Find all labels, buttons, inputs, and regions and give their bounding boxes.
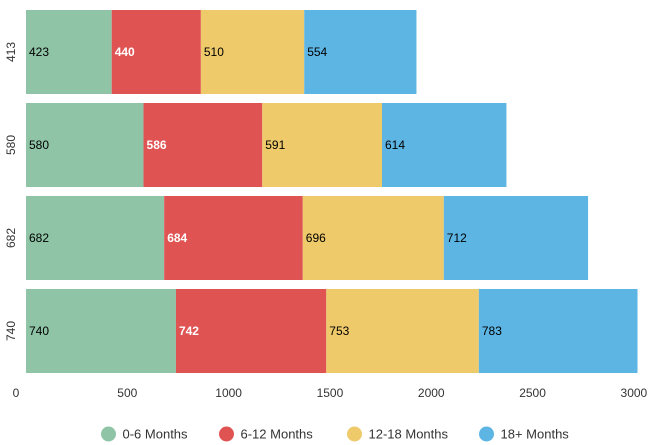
legend-swatch <box>347 426 362 442</box>
category-label: 580 <box>4 135 18 155</box>
category-label: 413 <box>4 42 18 62</box>
bar-segment <box>26 10 112 94</box>
bar-segment <box>175 289 327 373</box>
x-tick-label: 3000 <box>621 386 648 400</box>
legend-label: 0-6 Months <box>123 427 189 442</box>
x-tick-label: 2500 <box>519 386 546 400</box>
data-label: 591 <box>265 138 285 152</box>
data-label: 740 <box>29 324 49 338</box>
legend-swatch <box>479 426 494 442</box>
data-label: 586 <box>147 138 167 152</box>
data-label: 783 <box>482 324 502 338</box>
x-tick-label: 1000 <box>215 386 242 400</box>
category-label: 682 <box>4 228 18 248</box>
data-label: 742 <box>179 324 199 338</box>
data-label: 696 <box>306 231 326 245</box>
data-label: 684 <box>167 231 187 245</box>
data-label: 423 <box>29 45 49 59</box>
bar-segment <box>262 103 383 187</box>
data-label: 440 <box>115 45 135 59</box>
category-labels: 413 580 682 740 <box>4 42 18 341</box>
legend-item[interactable]: 0-6 Months <box>101 426 189 442</box>
bar-segment <box>478 289 638 373</box>
bar-segment <box>304 10 417 94</box>
legend-item[interactable]: 12-18 Months <box>347 426 449 442</box>
x-tick-label: 1500 <box>317 386 344 400</box>
bar-segment <box>143 103 263 187</box>
bar-segment <box>26 103 144 187</box>
legend-swatch <box>219 426 234 442</box>
category-label: 740 <box>4 321 18 341</box>
legend-label: 6-12 Months <box>241 427 314 442</box>
data-label: 510 <box>204 45 224 59</box>
data-label: 712 <box>447 231 467 245</box>
bar-segment <box>382 103 507 187</box>
legend-swatch <box>101 426 116 442</box>
bar-segment <box>326 289 479 373</box>
bar-segment <box>111 10 201 94</box>
x-axis-ticks: 0 500 1000 1500 2000 2500 3000 <box>13 386 648 400</box>
data-label: 682 <box>29 231 49 245</box>
bars-group: 423 440 510 554 580 586 591 614 682 684 696 712 740 7… <box>26 10 638 373</box>
x-tick-label: 500 <box>117 386 137 400</box>
x-tick-label: 2000 <box>418 386 445 400</box>
bar-segment <box>200 10 305 94</box>
bar-segment <box>26 196 165 280</box>
legend-label: 12-18 Months <box>369 427 449 442</box>
legend-item[interactable]: 18+ Months <box>479 426 570 442</box>
data-label: 580 <box>29 138 49 152</box>
legend-label: 18+ Months <box>501 427 570 442</box>
bar-segment <box>26 289 176 373</box>
x-tick-label: 0 <box>13 386 20 400</box>
legend-item[interactable]: 6-12 Months <box>219 426 314 442</box>
data-label: 554 <box>307 45 327 59</box>
bar-segment <box>164 196 303 280</box>
data-label: 753 <box>329 324 349 338</box>
data-label: 614 <box>385 138 405 152</box>
bar-segment <box>443 196 589 280</box>
bar-segment <box>302 196 444 280</box>
legend[interactable]: 0-6 Months 6-12 Months 12-18 Months 18+ Mon… <box>101 426 570 442</box>
